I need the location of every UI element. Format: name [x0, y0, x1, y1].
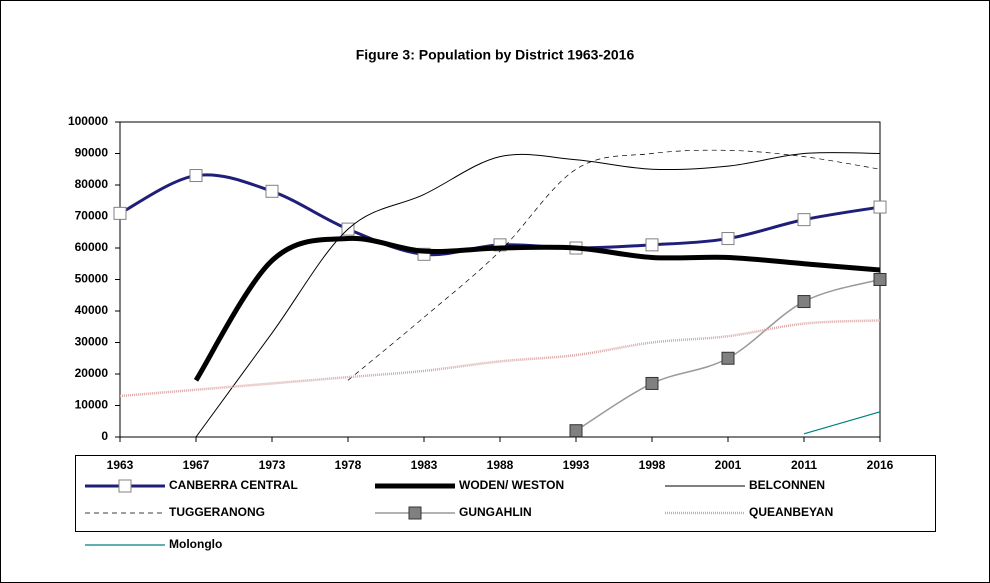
legend-label: WODEN/ WESTON	[459, 478, 564, 492]
y-tick-label: 50000	[75, 272, 109, 286]
x-tick-label: 1967	[183, 458, 210, 472]
marker	[645, 238, 659, 252]
y-tick-label: 0	[101, 429, 108, 443]
x-tick-label: 1973	[259, 458, 286, 472]
y-tick-label: 90000	[75, 146, 109, 160]
chart-title: Figure 3: Population by District 1963-20…	[356, 47, 635, 63]
y-tick-label: 70000	[75, 209, 109, 223]
marker	[721, 351, 735, 365]
legend-label: TUGGERANONG	[169, 505, 265, 519]
marker	[113, 206, 127, 220]
legend-label: QUEANBEYAN	[749, 505, 833, 519]
x-tick-label: 1998	[639, 458, 666, 472]
x-tick-label: 1993	[563, 458, 590, 472]
series-line	[803, 411, 881, 435]
series-line	[193, 236, 881, 382]
series-line	[195, 152, 881, 438]
marker	[189, 169, 203, 183]
series-line	[119, 319, 881, 398]
marker	[797, 295, 811, 309]
x-tick-label: 2011	[791, 458, 817, 472]
marker	[873, 273, 887, 286]
marker	[873, 200, 887, 214]
y-tick-label: 10000	[75, 398, 109, 412]
marker	[721, 232, 735, 246]
y-tick-label: 60000	[75, 240, 109, 254]
y-tick-label: 20000	[75, 366, 109, 380]
x-tick-label: 1978	[335, 458, 362, 472]
marker	[265, 184, 279, 198]
legend-label: CANBERRA CENTRAL	[169, 478, 298, 492]
x-tick-label: 1983	[411, 458, 438, 472]
marker	[569, 424, 583, 438]
legend-marker	[408, 506, 422, 520]
series-line	[347, 149, 881, 381]
x-tick-label: 1988	[487, 458, 514, 472]
legend-marker	[118, 479, 132, 493]
x-tick-label: 2016	[867, 458, 894, 472]
legend-label: GUNGAHLIN	[459, 505, 532, 519]
legend-label: Molonglo	[169, 537, 222, 551]
x-tick-label: 1963	[107, 458, 134, 472]
legend-label: BELCONNEN	[749, 478, 825, 492]
y-tick-label: 80000	[75, 177, 109, 191]
legend	[75, 455, 936, 532]
marker	[645, 376, 659, 390]
y-tick-label: 100000	[68, 114, 108, 128]
y-tick-label: 40000	[75, 303, 109, 317]
y-tick-label: 30000	[75, 335, 109, 349]
marker	[797, 213, 811, 227]
x-tick-label: 2001	[715, 458, 742, 472]
